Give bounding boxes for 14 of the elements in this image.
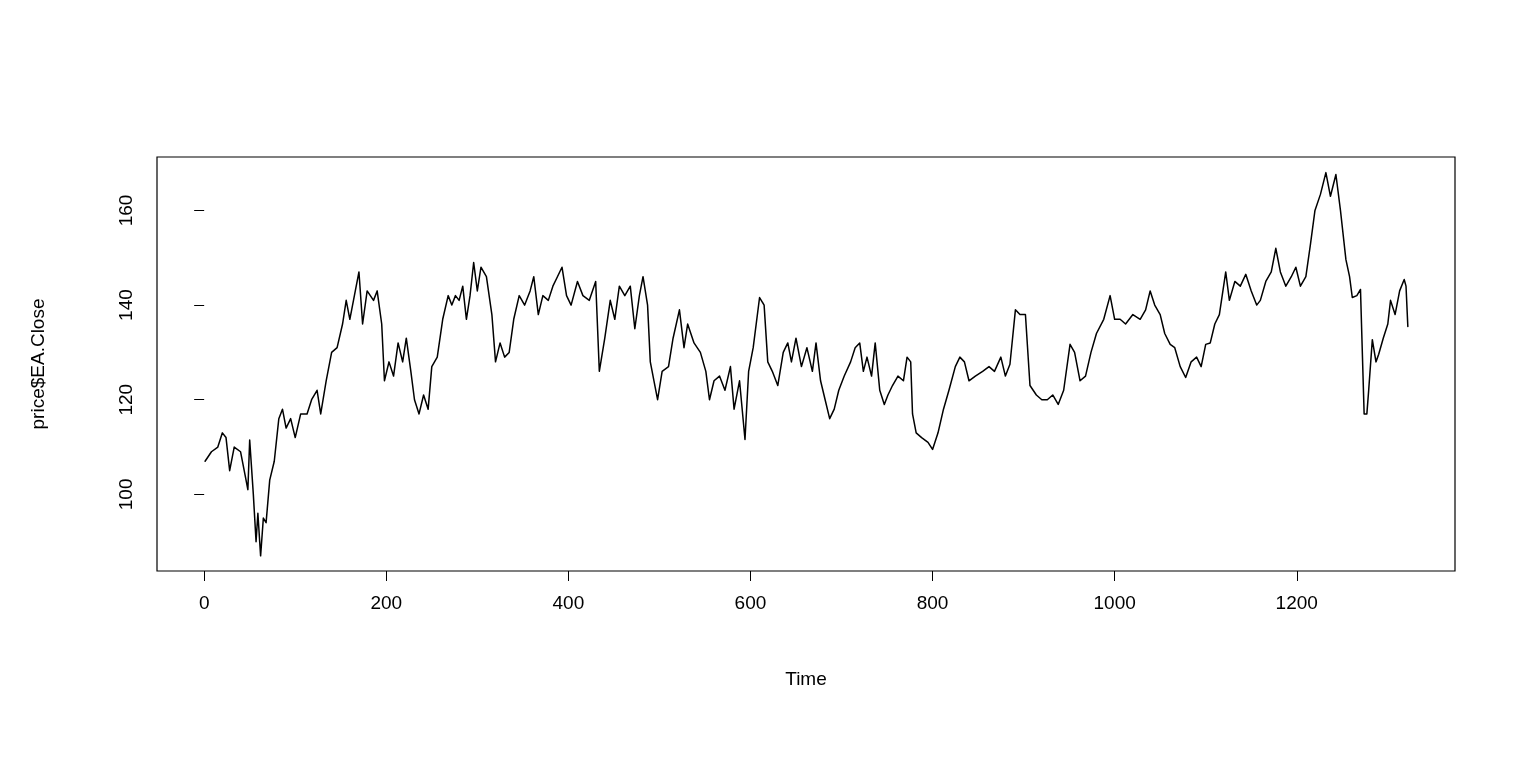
- x-tick-label: 600: [734, 592, 767, 613]
- x-tick-label: 200: [370, 592, 403, 613]
- x-tick-label: 1000: [1093, 592, 1136, 613]
- y-tick-label: 120: [115, 383, 136, 416]
- y-axis-title: price$EA.Close: [27, 298, 48, 430]
- x-tick-label: 400: [552, 592, 585, 613]
- x-tick-label: 800: [916, 592, 949, 613]
- line-series: [204, 171, 1409, 557]
- x-axis-title: Time: [785, 668, 827, 689]
- x-tick-label: 0: [198, 592, 210, 613]
- y-tick-label: 100: [115, 478, 136, 511]
- y-tick-label: 140: [115, 289, 136, 321]
- x-tick-label: 1200: [1275, 592, 1318, 613]
- y-tick-label: 160: [115, 194, 136, 227]
